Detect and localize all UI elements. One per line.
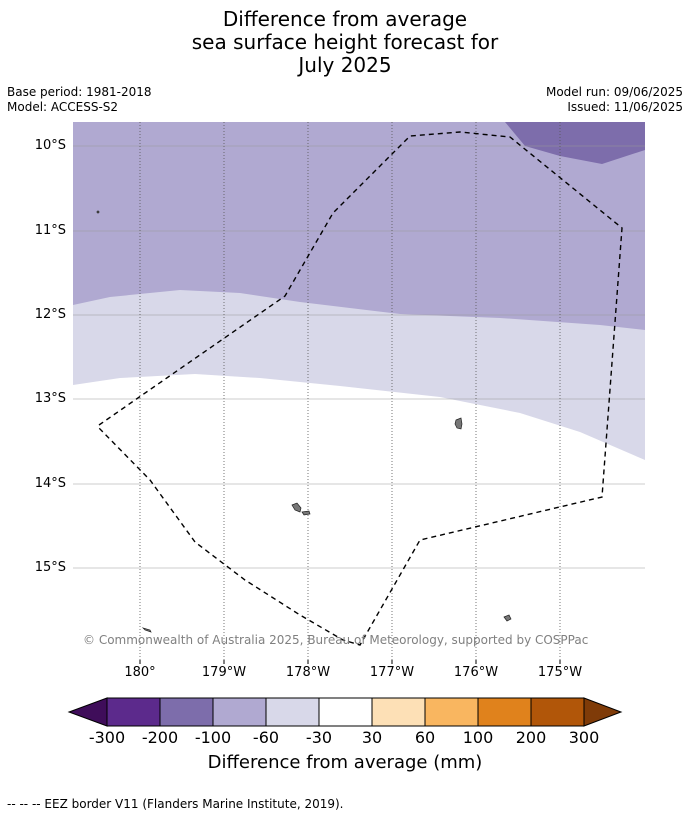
title-line-3: July 2025: [298, 53, 392, 77]
colorbar-tick-label: -100: [194, 728, 232, 747]
colorbar-swatch: [371, 697, 426, 727]
lat-label: 14°S: [34, 476, 66, 491]
model-run: Model run: 09/06/2025: [545, 85, 683, 99]
anomaly-zone-minus-100-to-minus-200: [505, 122, 645, 164]
lon-label: 180°: [124, 665, 156, 680]
model-name: Model: ACCESS-S2: [7, 100, 119, 114]
island: [96, 210, 100, 214]
lat-label: 11°S: [34, 223, 66, 238]
colorbar-tick-label: -300: [88, 728, 126, 747]
issued-date: Issued: 11/06/2025: [567, 100, 683, 114]
lat-label: 10°S: [34, 138, 66, 153]
lon-label: 177°W: [369, 665, 415, 680]
colorbar-swatch: [265, 697, 320, 727]
colorbar-swatch: [530, 697, 585, 727]
x-tick-marks: [139, 660, 561, 664]
lon-label: 179°W: [201, 665, 247, 680]
lat-label: 15°S: [34, 560, 66, 575]
colorbar-swatch: [159, 697, 214, 727]
island: [503, 614, 512, 622]
colorbar: [67, 697, 623, 727]
colorbar-swatch: [212, 697, 267, 727]
colorbar-tick-label: 200: [515, 728, 547, 747]
eez-legend-note: -- -- -- EEZ border V11 (Flanders Marine…: [7, 797, 344, 811]
anomaly-zone-minus-60-to-minus-100: [73, 122, 645, 330]
base-period: Base period: 1981-2018: [7, 85, 152, 99]
meta-left: Base period: 1981-2018 Model: ACCESS-S2: [7, 85, 152, 115]
island: [291, 502, 302, 513]
colorbar-swatch: [106, 697, 161, 727]
lat-label: 12°S: [34, 307, 66, 322]
copyright-notice: © Commonwealth of Australia 2025, Bureau…: [83, 633, 589, 647]
colorbar-tick-label: 30: [361, 728, 383, 747]
title-line-2: sea surface height forecast for: [191, 30, 499, 54]
lat-label: 13°S: [34, 391, 66, 406]
colorbar-tick-label: -60: [252, 728, 280, 747]
island: [454, 417, 463, 430]
colorbar-tick-label: -200: [141, 728, 179, 747]
colorbar-tick-label: -30: [305, 728, 333, 747]
colorbar-tick-label: 300: [568, 728, 600, 747]
colorbar-tick-label: 60: [414, 728, 436, 747]
lon-label: 176°W: [453, 665, 499, 680]
anomaly-field: [73, 122, 645, 660]
colorbar-swatch: [318, 697, 373, 727]
colorbar-swatch: [424, 697, 479, 727]
lon-label: 178°W: [285, 665, 331, 680]
colorbar-title: Difference from average (mm): [207, 752, 483, 773]
map-title: Difference from average sea surface heig…: [0, 8, 690, 77]
meta-right: Model run: 09/06/2025 Issued: 11/06/2025: [546, 85, 683, 115]
latitude-gridlines: [73, 145, 645, 569]
island: [141, 627, 152, 633]
colorbar-extend-low: [67, 697, 108, 727]
islands: [96, 210, 512, 633]
island: [301, 510, 311, 516]
lon-label: 175°W: [537, 665, 583, 680]
colorbar-swatch: [477, 697, 532, 727]
colorbar-extend-high: [583, 697, 623, 727]
title-line-1: Difference from average: [222, 7, 468, 31]
colorbar-tick-label: 100: [462, 728, 494, 747]
